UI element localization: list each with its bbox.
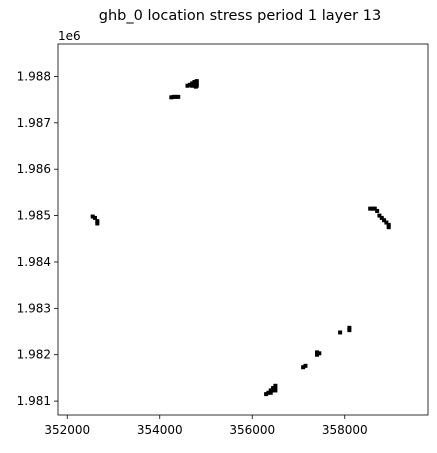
data-point <box>192 82 197 87</box>
plot-marks <box>90 79 391 397</box>
data-point <box>171 94 176 99</box>
x-tick-label: 358000 <box>322 423 368 437</box>
data-point <box>317 351 322 356</box>
data-point <box>301 365 306 370</box>
data-point <box>315 350 319 355</box>
data-point <box>264 392 269 397</box>
data-point <box>386 222 391 227</box>
data-point <box>266 390 271 395</box>
data-point <box>382 218 387 223</box>
y-tick-label: 1.984 <box>17 255 51 269</box>
data-point <box>169 95 174 100</box>
y-tick-label: 1.981 <box>17 394 51 408</box>
data-point <box>347 328 352 333</box>
data-point <box>273 388 278 393</box>
data-point <box>187 82 192 87</box>
data-point <box>268 388 273 393</box>
data-point <box>93 215 97 220</box>
data-point <box>190 81 195 86</box>
x-tick-label: 356000 <box>229 423 275 437</box>
x-tick-label: 352000 <box>44 423 90 437</box>
x-axis-ticks: 352000 354000 356000 358000 <box>44 415 368 437</box>
data-point <box>271 386 276 391</box>
data-point <box>194 79 199 84</box>
data-point <box>90 214 95 219</box>
data-point <box>386 225 391 230</box>
data-point <box>173 94 178 99</box>
y-tick-label: 1.986 <box>17 162 51 176</box>
data-point <box>194 83 199 88</box>
y-axis-ticks: 1.981 1.982 1.983 1.984 1.985 1.986 1.987 1.988 <box>17 69 58 408</box>
chart-title: ghb_0 location stress period 1 layer 13 <box>99 8 381 24</box>
data-point <box>303 363 308 368</box>
data-point <box>347 325 352 330</box>
data-point <box>95 221 100 226</box>
y-tick-label: 1.987 <box>17 116 51 130</box>
data-point <box>379 215 384 220</box>
x-tick-label: 354000 <box>137 423 183 437</box>
y-tick-label: 1.983 <box>17 301 51 315</box>
data-point <box>192 80 197 85</box>
data-point <box>315 352 319 357</box>
data-point <box>377 213 382 218</box>
y-tick-label: 1.985 <box>17 209 51 223</box>
y-offset-label: 1e6 <box>58 29 81 43</box>
data-point <box>368 206 373 211</box>
data-point <box>338 330 343 335</box>
data-point <box>194 81 199 86</box>
data-point <box>384 220 389 225</box>
data-point <box>372 206 377 211</box>
data-point <box>176 94 181 99</box>
data-point <box>95 219 100 224</box>
data-point <box>190 83 195 88</box>
data-point <box>273 383 278 388</box>
data-point <box>271 388 276 393</box>
data-point <box>370 206 375 211</box>
data-point <box>273 386 278 391</box>
data-point <box>375 208 380 213</box>
y-tick-label: 1.982 <box>17 348 51 362</box>
y-tick-label: 1.988 <box>17 69 51 83</box>
data-point <box>185 83 190 88</box>
plot-area-frame <box>57 43 429 416</box>
data-point <box>268 390 273 395</box>
